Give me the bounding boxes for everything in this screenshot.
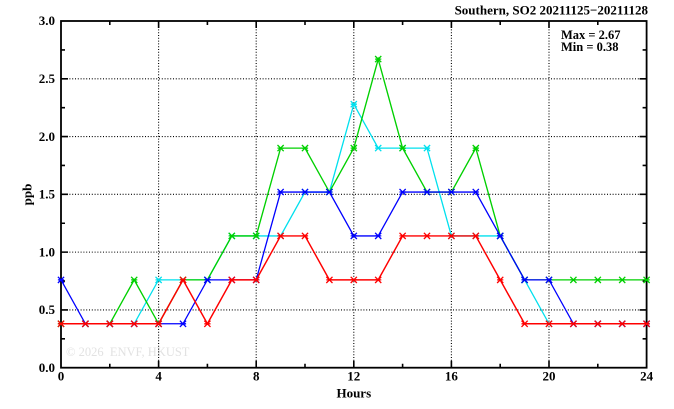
svg-text:1.5: 1.5 — [39, 187, 56, 202]
svg-text:16: 16 — [445, 369, 459, 384]
svg-text:ppb: ppb — [20, 184, 35, 206]
svg-text:2.5: 2.5 — [39, 71, 56, 86]
svg-text:1.0: 1.0 — [39, 244, 55, 259]
svg-text:12: 12 — [347, 369, 360, 384]
svg-text:© 2026 ENVF, HKUST: © 2026 ENVF, HKUST — [66, 345, 190, 359]
svg-text:Southern, SO2 20211125−2021112: Southern, SO2 20211125−20211128 — [455, 3, 649, 18]
svg-text:0.5: 0.5 — [39, 302, 56, 317]
svg-text:4: 4 — [155, 369, 162, 384]
svg-text:8: 8 — [253, 369, 260, 384]
svg-text:2.0: 2.0 — [39, 129, 55, 144]
svg-text:24: 24 — [640, 369, 654, 384]
svg-text:Max = 2.67: Max = 2.67 — [561, 28, 621, 42]
svg-text:0.0: 0.0 — [39, 360, 55, 375]
svg-text:Min = 0.38: Min = 0.38 — [561, 40, 618, 54]
svg-text:20: 20 — [543, 369, 556, 384]
svg-text:Hours: Hours — [336, 386, 371, 401]
svg-text:0: 0 — [58, 369, 65, 384]
svg-text:3.0: 3.0 — [39, 13, 55, 28]
